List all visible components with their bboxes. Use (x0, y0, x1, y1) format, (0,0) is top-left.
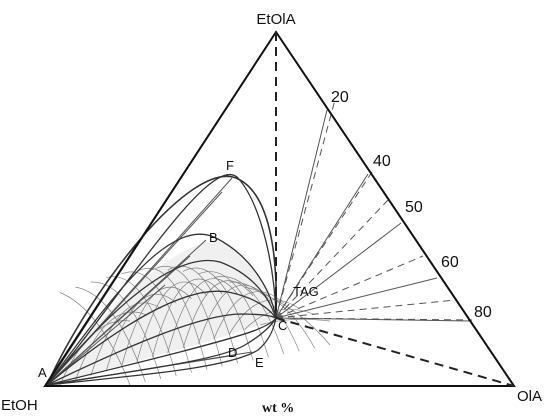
tie-line (275, 277, 438, 319)
edge-tick-label-60: 60 (441, 254, 459, 271)
dashed-tie-lines (275, 99, 473, 321)
hatch-line (182, 280, 254, 349)
tie-line (275, 222, 402, 319)
c-to-ola-dashed-line (275, 317, 515, 387)
hatch-line (182, 267, 254, 361)
hatch-line (59, 292, 131, 386)
binodal-curves (46, 174, 278, 386)
point-label-a: A (38, 365, 47, 380)
hatch-line (90, 302, 161, 376)
binodal-curve (46, 290, 277, 386)
tie-line (46, 284, 166, 386)
hatch-line (213, 276, 285, 355)
hatch-line (167, 278, 238, 353)
binodal-curve (46, 313, 277, 386)
hatch-line (152, 265, 223, 367)
vertex-label-top: EtOlA (256, 11, 295, 28)
dashed-tie-line (275, 299, 456, 319)
hatched-region (47, 240, 331, 386)
binodal-curve (46, 259, 277, 386)
hatched-fill (47, 240, 276, 385)
vertex-label-right: OlA (517, 388, 542, 405)
edge-tick-label-20: 20 (331, 89, 349, 106)
outer-binodal-curve (46, 175, 278, 386)
tie-line (275, 109, 328, 319)
edge-tick-label-40: 40 (373, 153, 391, 170)
dashed-tie-line (275, 255, 424, 319)
point-label-f: F (226, 158, 234, 173)
point-label-d: D (228, 345, 237, 360)
ternary-triangle (43, 30, 516, 387)
hatch-line (198, 271, 269, 358)
binodal-curve (46, 317, 277, 386)
edge-tick-label-50: 50 (405, 199, 423, 216)
hatch-line (136, 281, 208, 363)
tie-line (275, 317, 471, 322)
tie-line (46, 191, 223, 386)
hatch-line (136, 267, 208, 370)
binodal-curve (46, 317, 277, 386)
binodal-curve (46, 174, 277, 386)
binodal-curve (46, 317, 277, 386)
dashed-tie-line (275, 99, 336, 319)
hatch-line (228, 299, 300, 335)
hatch-line (244, 286, 315, 349)
dashed-tie-line (275, 317, 473, 321)
point-label-e: E (255, 355, 264, 370)
point-label-b: B (209, 230, 218, 245)
vertex-label-left: EtOH (1, 397, 38, 414)
hatch-line (259, 292, 331, 346)
edge-tick-label-80: 80 (474, 304, 492, 321)
hatch-line (75, 311, 146, 381)
hatch-line (151, 278, 223, 358)
hatch-line (259, 318, 331, 326)
point-label-tag: TAG (293, 284, 319, 299)
unit-label: wt % (262, 401, 294, 416)
dashed-tie-line (275, 171, 373, 319)
dashed-tie-line (275, 199, 389, 319)
tie-line (46, 255, 191, 386)
hatch-line (244, 308, 315, 330)
point-label-c: C (278, 318, 287, 333)
binodal-curve (46, 233, 277, 386)
